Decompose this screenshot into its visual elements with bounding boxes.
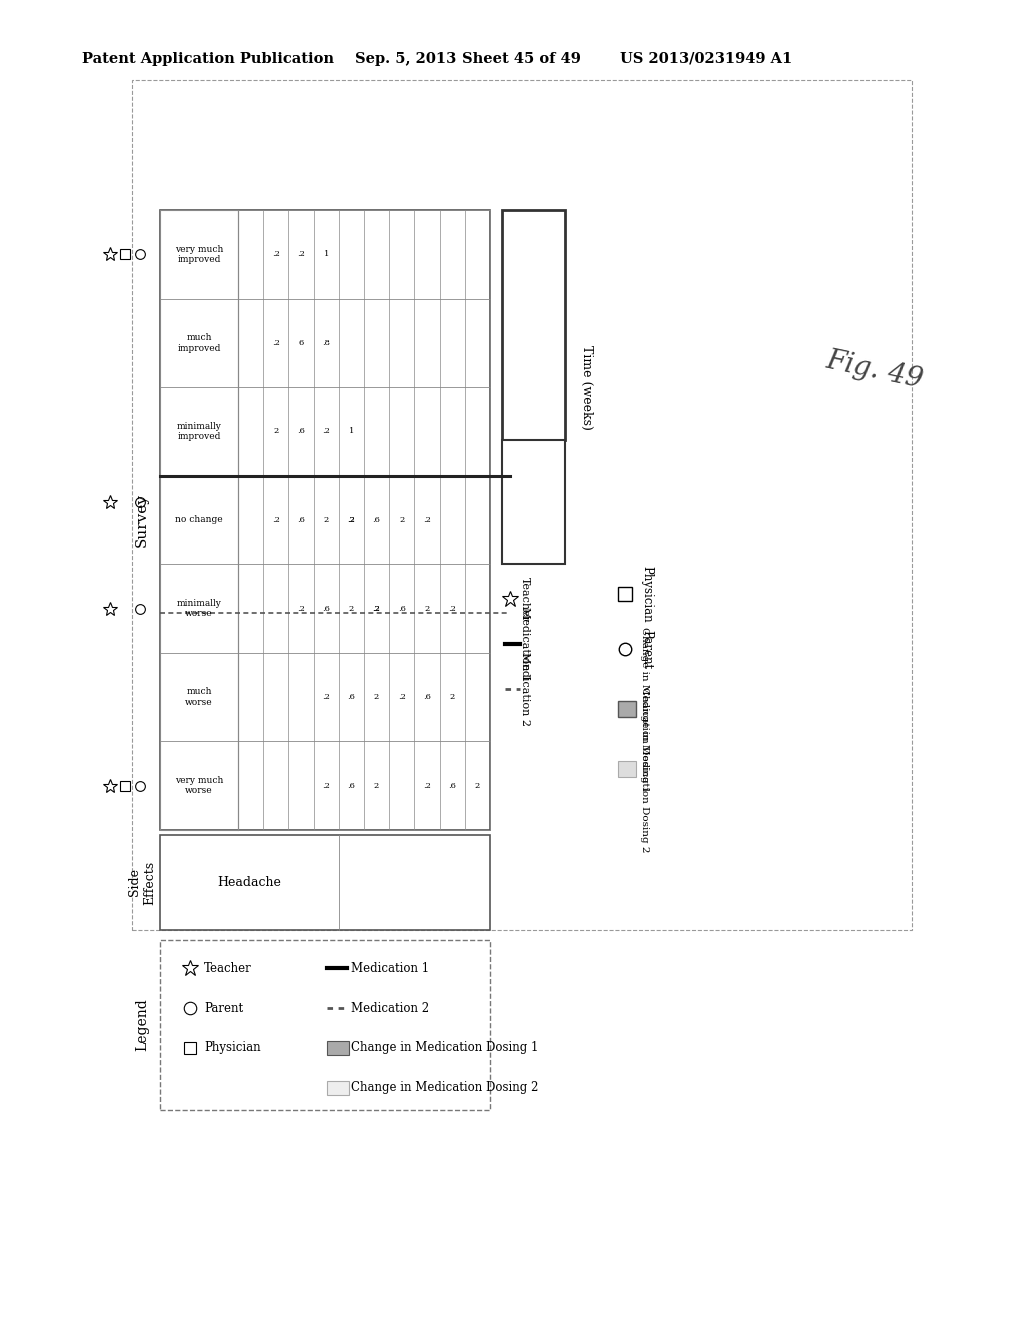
Text: Survey: Survey — [135, 494, 150, 546]
Text: Change in Medication Dosing 1: Change in Medication Dosing 1 — [351, 1041, 539, 1055]
Text: Headache: Headache — [217, 876, 282, 888]
Text: minimally
improved: minimally improved — [176, 421, 221, 441]
Text: .2: .2 — [373, 605, 381, 612]
Text: .2: .2 — [449, 605, 456, 612]
Text: 2: 2 — [374, 781, 379, 789]
Text: .2: .2 — [423, 516, 431, 524]
Text: .6: .6 — [347, 693, 355, 701]
Text: .2: .2 — [271, 339, 280, 347]
Text: minimally
worse: minimally worse — [176, 599, 221, 618]
Text: .6: .6 — [449, 781, 456, 789]
Text: .2: .2 — [347, 516, 355, 524]
Text: .8: .8 — [323, 339, 330, 347]
Text: .6: .6 — [423, 693, 431, 701]
Text: very much
worse: very much worse — [175, 776, 223, 796]
Text: no change: no change — [175, 516, 223, 524]
Bar — [327, 1041, 349, 1055]
Text: .6: .6 — [323, 605, 330, 612]
Text: Medication 2: Medication 2 — [351, 1002, 429, 1015]
Text: Sep. 5, 2013: Sep. 5, 2013 — [355, 51, 457, 66]
Text: Medication 1: Medication 1 — [520, 607, 530, 681]
Bar — [160, 210, 490, 830]
Text: Side
Effects: Side Effects — [128, 861, 156, 904]
Bar — [160, 210, 238, 830]
Text: Medication 2: Medication 2 — [520, 652, 530, 726]
Text: Change in Medication Dosing 1: Change in Medication Dosing 1 — [640, 627, 649, 792]
Text: .2: .2 — [423, 781, 431, 789]
Text: .6: .6 — [347, 781, 355, 789]
Bar — [132, 81, 912, 931]
Text: Physician: Physician — [204, 1041, 261, 1055]
Text: Change in Medication Dosing 2: Change in Medication Dosing 2 — [640, 686, 649, 851]
Text: very much
improved: very much improved — [175, 244, 223, 264]
Text: Teacher: Teacher — [204, 961, 252, 974]
Text: 2: 2 — [475, 781, 480, 789]
Text: 6: 6 — [298, 339, 304, 347]
Text: 2: 2 — [399, 516, 404, 524]
Bar — [502, 210, 565, 441]
Text: 2: 2 — [424, 605, 430, 612]
Text: Patent Application Publication: Patent Application Publication — [82, 51, 334, 66]
Text: 2: 2 — [374, 693, 379, 701]
Text: Fig. 49: Fig. 49 — [824, 347, 926, 393]
Text: much
improved: much improved — [177, 333, 221, 352]
Bar — [502, 441, 565, 564]
Text: US 2013/0231949 A1: US 2013/0231949 A1 — [620, 51, 793, 66]
Text: Parent: Parent — [640, 630, 653, 669]
Text: .6: .6 — [398, 605, 406, 612]
Bar — [327, 1081, 349, 1096]
Text: 2: 2 — [349, 605, 354, 612]
Text: Time (weeks): Time (weeks) — [581, 345, 594, 429]
Bar — [618, 701, 636, 717]
Text: .2: .2 — [398, 693, 406, 701]
Text: .2: .2 — [323, 693, 330, 701]
Text: 2: 2 — [450, 693, 455, 701]
Text: .2: .2 — [323, 781, 330, 789]
Text: .6: .6 — [297, 428, 305, 436]
Text: Legend: Legend — [135, 999, 150, 1051]
Bar — [160, 940, 490, 1110]
Text: .2: .2 — [297, 605, 305, 612]
Text: Change in Medication Dosing 2: Change in Medication Dosing 2 — [351, 1081, 539, 1094]
Text: much
worse: much worse — [185, 688, 213, 706]
Text: 1: 1 — [349, 428, 354, 436]
Text: 2: 2 — [324, 516, 329, 524]
Text: Sheet 45 of 49: Sheet 45 of 49 — [462, 51, 581, 66]
Text: .2: .2 — [271, 516, 280, 524]
Text: 1: 1 — [324, 251, 329, 259]
Bar — [618, 762, 636, 777]
Text: .2: .2 — [347, 516, 355, 524]
Text: .2: .2 — [323, 428, 330, 436]
Text: .2: .2 — [271, 251, 280, 259]
Text: Teacher: Teacher — [520, 577, 530, 622]
Text: .6: .6 — [297, 516, 305, 524]
Text: .2: .2 — [373, 605, 381, 612]
Text: Parent: Parent — [204, 1002, 243, 1015]
Text: .2: .2 — [297, 251, 305, 259]
Text: 2: 2 — [273, 428, 279, 436]
Text: .6: .6 — [373, 516, 381, 524]
Text: Physician: Physician — [640, 566, 653, 623]
Text: Medication 1: Medication 1 — [351, 961, 429, 974]
Bar — [160, 836, 490, 931]
